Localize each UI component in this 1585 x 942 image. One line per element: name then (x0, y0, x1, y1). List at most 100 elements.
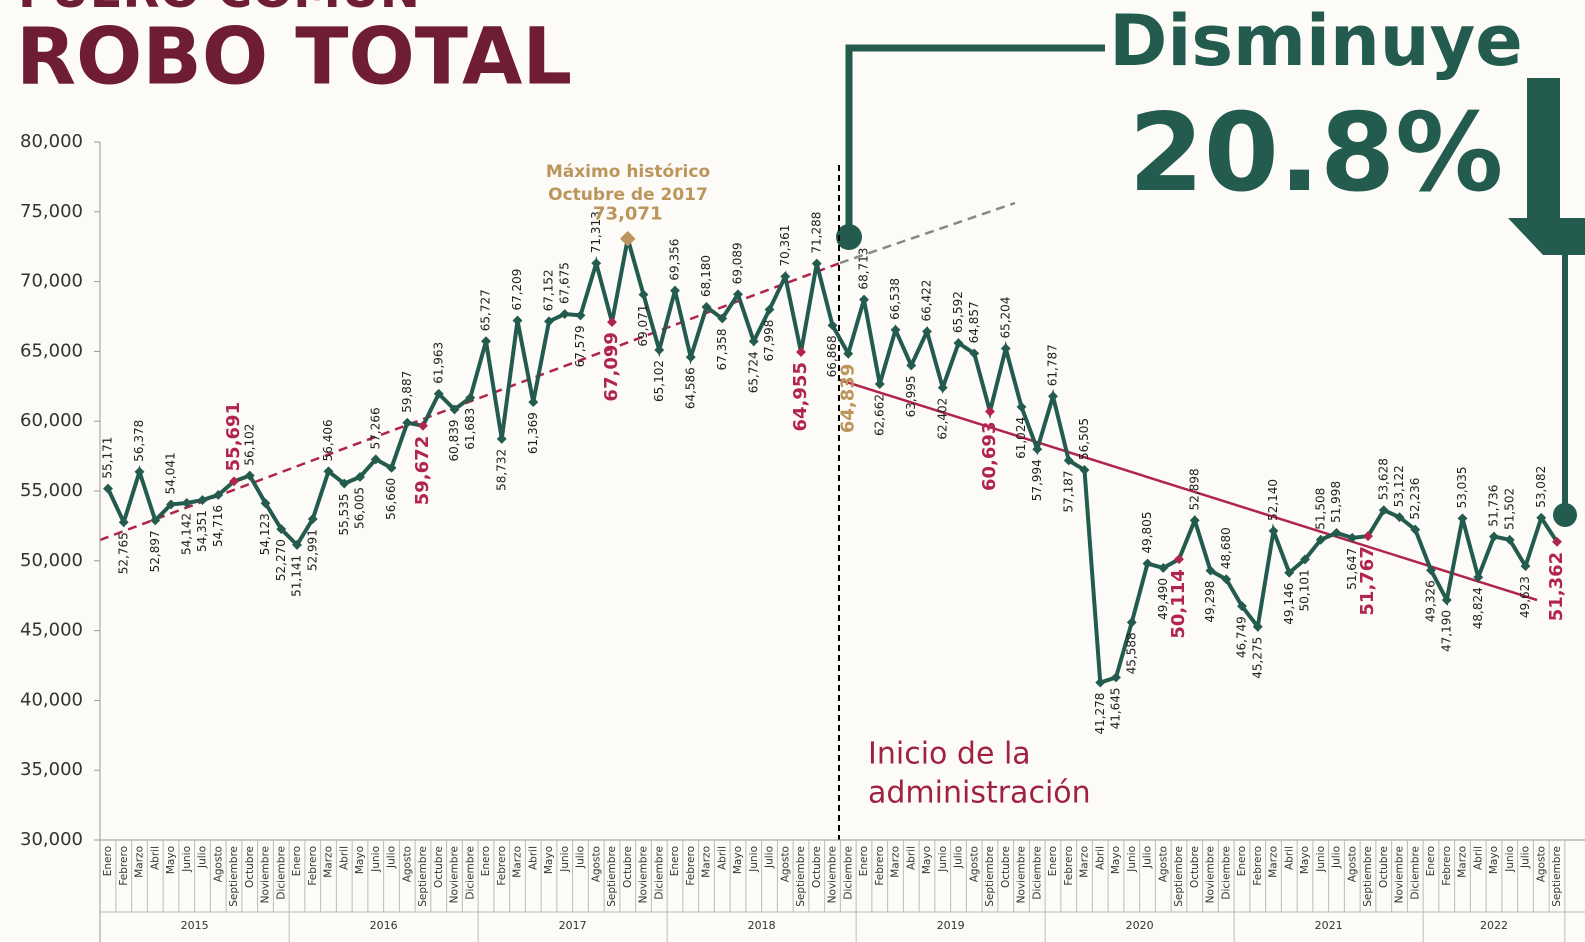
value-label: 57,994 (1030, 459, 1044, 501)
point (1457, 513, 1468, 524)
value-label: 45,588 (1124, 632, 1138, 674)
x-tick-label: Octubre (811, 846, 823, 888)
point (166, 499, 176, 510)
value-label: 56,406 (321, 419, 335, 461)
annotation: Inicio de la (868, 737, 1031, 772)
value-label: 64,955 (790, 362, 811, 431)
value-label: 67,099 (601, 332, 622, 401)
point (843, 348, 854, 359)
value-label: 49,490 (1156, 578, 1170, 620)
point (544, 316, 554, 327)
value-label: 64,839 (837, 364, 858, 433)
chart-title: ROBO TOTAL (16, 12, 572, 102)
point (654, 345, 665, 355)
value-label: 41,278 (1093, 693, 1107, 735)
point (1284, 567, 1295, 578)
value-label: 53,035 (1455, 466, 1469, 508)
point (433, 388, 444, 399)
value-label: 49,805 (1140, 512, 1154, 554)
value-label: 49,326 (1424, 580, 1438, 622)
value-label: 57,266 (368, 407, 382, 449)
point (1394, 512, 1405, 523)
y-tick-label: 60,000 (20, 410, 83, 431)
point (953, 338, 964, 349)
value-label: 54,041 (164, 452, 178, 494)
point (780, 271, 791, 282)
point (229, 476, 239, 487)
x-tick-label: Julio (386, 846, 398, 869)
y-tick-label: 30,000 (20, 829, 83, 850)
x-tick-label: Julio (1520, 846, 1532, 869)
point (370, 454, 381, 465)
point (1552, 536, 1562, 547)
value-label: 58,732 (494, 449, 508, 491)
point (591, 258, 602, 269)
point (1079, 465, 1090, 475)
value-label: 55,171 (101, 437, 115, 479)
value-label: 52,236 (1408, 478, 1422, 520)
x-tick-label: Septiembre (984, 846, 996, 907)
x-tick-label: Mayo (1110, 846, 1122, 874)
point (1205, 565, 1216, 576)
point (481, 336, 491, 347)
point (859, 294, 869, 305)
x-tick-label: Junio (1315, 846, 1327, 873)
x-tick-label: Septiembre (1551, 846, 1563, 907)
value-label: 69,356 (668, 239, 682, 281)
value-label: 55,535 (337, 494, 351, 536)
point (1520, 561, 1531, 572)
value-label: 46,749 (1235, 616, 1249, 658)
x-tick-label: Mayo (1299, 846, 1311, 874)
x-tick-label: Septiembre (228, 846, 240, 907)
x-tick-label: Octubre (1378, 846, 1390, 888)
point (307, 514, 318, 524)
value-label: 68,180 (699, 255, 713, 297)
x-tick-label: Noviembre (449, 846, 461, 903)
year-label: 2022 (1480, 919, 1508, 932)
x-tick-label: Agosto (590, 846, 602, 882)
annotation: Octubre de 2017 (548, 185, 708, 205)
x-tick-label: Junio (748, 846, 760, 873)
x-tick-label: Marzo (1268, 846, 1280, 878)
value-label: 53,122 (1392, 465, 1406, 507)
point (276, 524, 287, 535)
value-label: 45,275 (1250, 637, 1264, 679)
bracket-dot (1553, 503, 1577, 527)
point (717, 313, 728, 324)
value-label: 54,716 (211, 505, 225, 547)
value-label: 65,727 (479, 289, 493, 331)
point (496, 433, 507, 444)
x-tick-label: Enero (291, 846, 303, 876)
point (1536, 512, 1547, 523)
value-label: 56,102 (242, 424, 256, 466)
annotation: administración (868, 776, 1091, 811)
x-tick-label: Agosto (968, 846, 980, 882)
x-tick-label: Julio (197, 846, 209, 869)
x-tick-label: Septiembre (795, 846, 807, 907)
point (1221, 574, 1232, 585)
value-label: 65,724 (746, 351, 760, 393)
x-tick-label: Junio (1126, 846, 1138, 873)
point (1473, 572, 1484, 583)
x-tick-label: Noviembre (638, 846, 650, 903)
value-label: 51,767 (1357, 546, 1378, 615)
value-label: 54,142 (179, 513, 193, 555)
value-label: 53,082 (1534, 466, 1548, 508)
value-label: 53,628 (1376, 458, 1390, 500)
value-label: 61,024 (1014, 417, 1028, 459)
value-label: 63,995 (904, 375, 918, 417)
x-tick-label: Abril (149, 846, 161, 870)
point (323, 466, 334, 477)
x-tick-label: Diciembre (1031, 846, 1043, 900)
x-tick-label: Noviembre (260, 846, 272, 903)
point (764, 304, 775, 315)
x-tick-label: Julio (953, 846, 965, 869)
year-label: 2018 (748, 919, 776, 932)
value-label: 51,508 (1313, 488, 1327, 530)
value-label: 68,713 (857, 248, 871, 290)
supertitle: FUERO COMÚN (18, 0, 420, 19)
x-tick-label: Septiembre (1362, 846, 1374, 907)
trend-projection (839, 201, 1016, 265)
point (449, 404, 460, 415)
